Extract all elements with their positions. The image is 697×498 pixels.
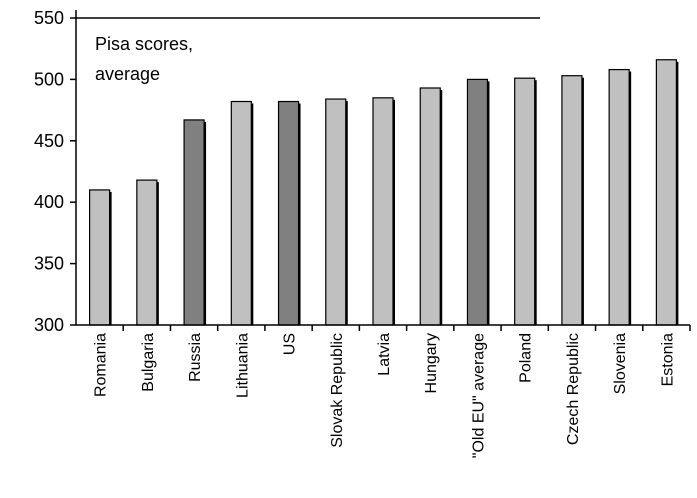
x-tick-label: Bulgaria	[140, 333, 157, 392]
bar	[514, 77, 536, 326]
y-tick-label: 300	[34, 315, 64, 335]
bar	[277, 100, 300, 326]
x-tick-label: Russia	[187, 333, 204, 382]
chart-annotation-line-2: average	[95, 64, 160, 84]
y-tick-label: 350	[34, 254, 64, 274]
x-tick-label: Latvia	[376, 333, 393, 376]
x-tick-label: Slovenia	[612, 333, 629, 394]
bars	[89, 59, 679, 326]
bar	[89, 189, 111, 326]
bar	[183, 119, 205, 326]
bar	[325, 98, 347, 326]
y-axis: 300 350 400 450 500 550	[34, 8, 540, 335]
x-tick-label: Estonia	[659, 333, 676, 386]
x-tick-label: Hungary	[423, 333, 440, 393]
y-tick-label: 400	[34, 192, 64, 212]
y-tick-label: 550	[34, 8, 64, 28]
y-tick-label: 500	[34, 69, 64, 89]
x-tick-label: US	[282, 333, 299, 355]
bar	[561, 75, 583, 326]
bar	[655, 59, 677, 326]
bar	[136, 179, 158, 326]
x-tick-label: "Old EU" average	[470, 333, 487, 458]
x-axis: Romania Bulgaria Russia Lithuania US Slovak R…	[76, 324, 691, 458]
bar	[419, 87, 441, 326]
chart-annotation-line-1: Pisa scores,	[95, 34, 193, 54]
x-tick-label: Lithuania	[234, 333, 251, 398]
x-tick-label: Romania	[93, 333, 110, 397]
y-tick-label: 450	[34, 131, 64, 151]
bar	[372, 97, 394, 326]
bar	[608, 68, 630, 326]
x-tick-label: Czech Republic	[565, 333, 582, 445]
bar	[466, 78, 489, 326]
bar	[230, 100, 252, 326]
x-tick-label: Poland	[518, 333, 535, 383]
x-tick-label: Slovak Republic	[329, 333, 346, 448]
